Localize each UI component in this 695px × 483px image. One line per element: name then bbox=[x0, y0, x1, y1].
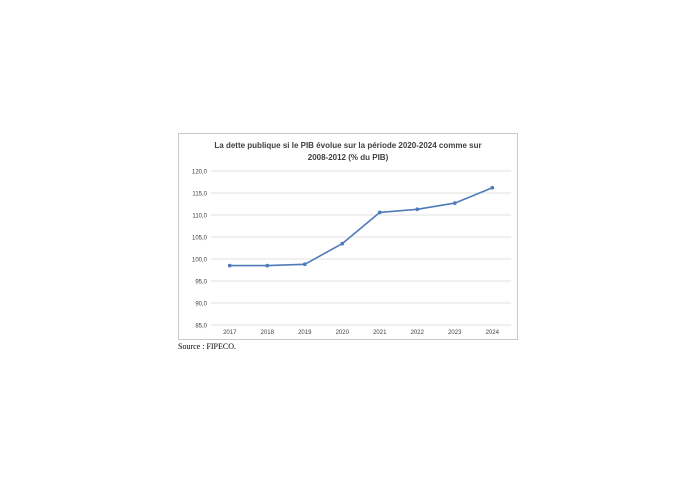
y-tick-label: 85,0 bbox=[195, 324, 207, 330]
chart-title: La dette publique si le PIB évolue sur l… bbox=[179, 140, 517, 163]
y-tick-label: 100,0 bbox=[192, 258, 208, 264]
y-tick-label: 120,0 bbox=[192, 170, 208, 176]
x-tick-label: 2021 bbox=[373, 330, 387, 336]
source-note: Source : FIPECO. bbox=[178, 342, 236, 351]
y-tick-label: 105,0 bbox=[192, 236, 208, 242]
data-point bbox=[227, 263, 232, 268]
x-tick-label: 2018 bbox=[261, 330, 275, 336]
line-chart: 120,0 115,0 110,0 105,0 100,0 95,0 90,0 85,0 201… bbox=[192, 170, 511, 336]
x-tick-label: 2019 bbox=[298, 330, 312, 336]
y-tick-label: 90,0 bbox=[195, 302, 207, 308]
data-point bbox=[415, 207, 420, 212]
chart-title-line-1: La dette publique si le PIB évolue sur l… bbox=[214, 141, 482, 150]
x-tick-label: 2022 bbox=[411, 330, 425, 336]
x-tick-label: 2023 bbox=[448, 330, 462, 336]
chart-title-line-2: 2008-2012 (% du PIB) bbox=[307, 152, 389, 162]
data-point bbox=[490, 185, 495, 190]
chart-frame: La dette publique si le PIB évolue sur l… bbox=[178, 133, 518, 340]
y-tick-label: 110,0 bbox=[192, 214, 207, 220]
data-point bbox=[265, 263, 270, 268]
data-point bbox=[377, 210, 382, 215]
data-point bbox=[452, 201, 457, 206]
y-tick-label: 95,0 bbox=[195, 280, 207, 286]
data-point bbox=[302, 262, 307, 267]
x-tick-label: 2020 bbox=[336, 330, 350, 336]
data-point bbox=[340, 241, 345, 246]
y-tick-label: 115,0 bbox=[192, 192, 207, 198]
x-tick-label: 2024 bbox=[486, 330, 500, 336]
x-tick-label: 2017 bbox=[223, 330, 237, 336]
series-line bbox=[229, 186, 493, 267]
